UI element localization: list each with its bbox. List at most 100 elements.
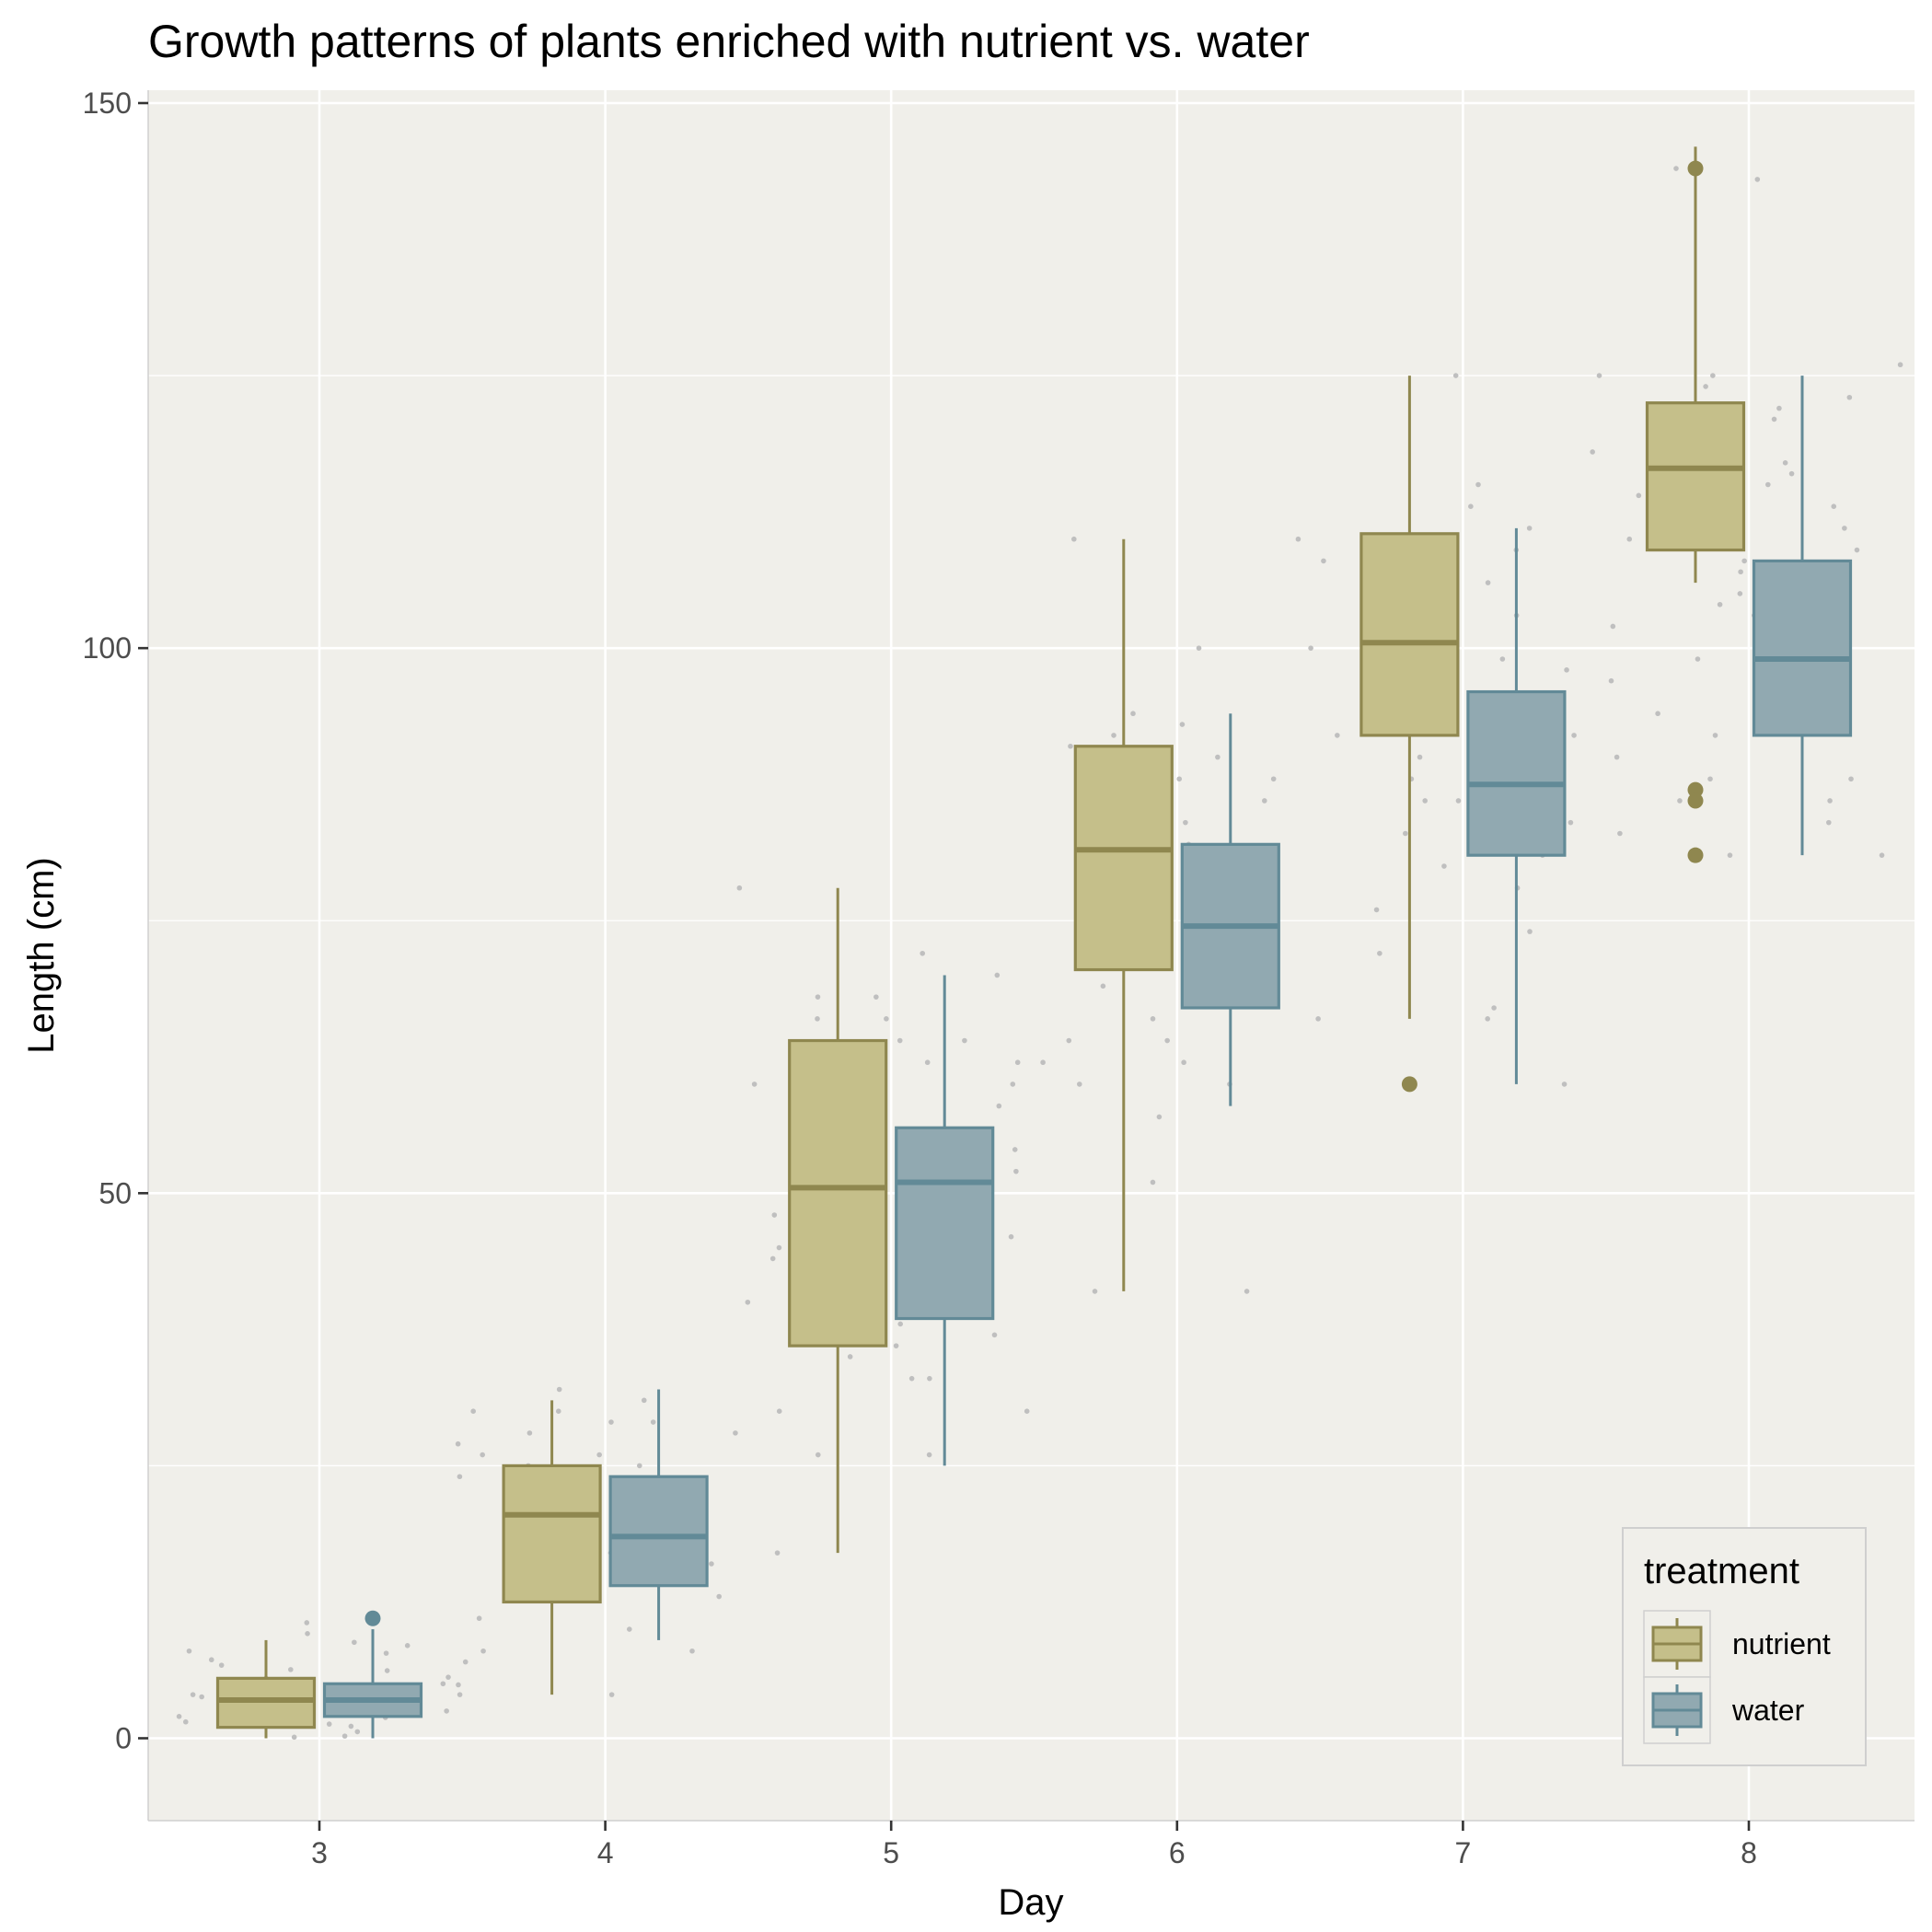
jitter-point	[1741, 558, 1747, 564]
jitter-point	[1499, 656, 1506, 662]
jitter-point	[897, 1321, 904, 1327]
y-axis-title: Length (cm)	[21, 857, 62, 1053]
jitter-point	[1441, 863, 1447, 869]
box-iqr	[1645, 401, 1746, 552]
jitter-point	[769, 1255, 776, 1262]
jitter-point	[847, 1354, 853, 1359]
jitter-point	[1261, 798, 1267, 804]
jitter-point	[991, 1332, 998, 1338]
box-iqr	[788, 1038, 888, 1348]
jitter-point	[1754, 177, 1761, 182]
jitter-point	[996, 1103, 1002, 1109]
jitter-point	[1244, 1289, 1250, 1294]
jitter-point	[1013, 1168, 1019, 1174]
y-tick-label: 150	[83, 87, 132, 120]
jitter-point	[1156, 1114, 1163, 1120]
jitter-point	[1848, 776, 1854, 782]
jitter-point	[1617, 830, 1623, 837]
jitter-point	[1673, 166, 1679, 171]
jitter-point	[641, 1397, 647, 1404]
jitter-point	[924, 1059, 931, 1066]
jitter-point	[608, 1692, 615, 1697]
jitter-point	[774, 1550, 781, 1556]
jitter-point	[1897, 362, 1903, 368]
outlier-point	[1687, 781, 1704, 798]
jitter-point	[1071, 536, 1077, 542]
jitter-point	[1765, 481, 1771, 488]
jitter-point	[1010, 1082, 1016, 1087]
jitter-point	[1717, 601, 1723, 607]
jitter-point	[596, 1452, 602, 1458]
jitter-point	[927, 1375, 932, 1382]
jitter-point	[1111, 733, 1116, 738]
jitter-point	[1771, 416, 1777, 422]
jitter-point	[1475, 481, 1481, 488]
box-nutrient-day-6	[1073, 538, 1174, 1291]
x-tick-label: 4	[597, 1836, 614, 1869]
jitter-point	[1455, 798, 1462, 804]
jitter-point	[1403, 830, 1408, 837]
jitter-point	[470, 1408, 476, 1414]
jitter-point	[962, 1037, 967, 1044]
jitter-point	[1150, 1016, 1156, 1022]
x-tick-label: 5	[883, 1836, 899, 1869]
box-water-day-6	[1180, 713, 1280, 1106]
jitter-point	[873, 994, 879, 1000]
jitter-point	[476, 1615, 482, 1622]
jitter-point	[404, 1643, 411, 1649]
jitter-point	[1164, 1037, 1170, 1044]
jitter-point	[556, 1386, 562, 1393]
jitter-point	[218, 1662, 225, 1668]
jitter-point	[457, 1474, 463, 1480]
y-tick-label: 50	[98, 1176, 132, 1209]
jitter-point	[1826, 819, 1832, 826]
jitter-point	[1738, 569, 1743, 575]
jitter-point	[1417, 754, 1423, 760]
jitter-point	[926, 1452, 932, 1458]
jitter-point	[1373, 907, 1380, 913]
jitter-point	[1012, 1147, 1018, 1152]
legend-title: treatment	[1644, 1551, 1799, 1591]
jitter-point	[636, 1463, 642, 1469]
jitter-point	[455, 1440, 461, 1447]
jitter-point	[709, 1561, 714, 1567]
box-nutrient-day-8	[1645, 146, 1746, 863]
box-nutrient-day-3	[215, 1639, 317, 1739]
jitter-point	[1130, 711, 1136, 717]
jitter-point	[176, 1714, 182, 1719]
jitter-point	[1076, 1082, 1082, 1087]
jitter-point	[1712, 733, 1718, 738]
jitter-point	[1068, 743, 1073, 749]
box-nutrient-day-7	[1359, 376, 1460, 1093]
jitter-point	[1776, 405, 1782, 411]
jitter-point	[1526, 526, 1533, 531]
jitter-point	[288, 1667, 294, 1672]
jitter-point	[1695, 656, 1701, 662]
jitter-point	[1571, 733, 1577, 738]
jitter-point	[1215, 754, 1221, 760]
box-iqr	[1466, 689, 1567, 857]
x-tick-label: 7	[1455, 1836, 1472, 1869]
jitter-point	[199, 1694, 204, 1700]
x-tick-label: 8	[1741, 1836, 1757, 1869]
jitter-point	[341, 1733, 348, 1739]
jitter-point	[1181, 1059, 1186, 1066]
x-tick-label: 3	[311, 1836, 328, 1869]
jitter-point	[776, 1408, 782, 1414]
y-tick-label: 0	[115, 1722, 132, 1755]
jitter-point	[1150, 1179, 1156, 1186]
jitter-point	[771, 1212, 778, 1218]
jitter-point	[1846, 394, 1853, 400]
jitter-point	[815, 1016, 820, 1022]
jitter-point	[1196, 645, 1202, 651]
jitter-point	[1782, 460, 1788, 466]
jitter-point	[733, 1430, 738, 1436]
jitter-point	[1468, 503, 1474, 509]
jitter-point	[626, 1626, 632, 1632]
jitter-point	[920, 950, 926, 956]
jitter-point	[897, 1037, 903, 1044]
box-iqr	[895, 1126, 995, 1321]
outlier-point	[1687, 847, 1704, 863]
jitter-point	[884, 1016, 889, 1022]
